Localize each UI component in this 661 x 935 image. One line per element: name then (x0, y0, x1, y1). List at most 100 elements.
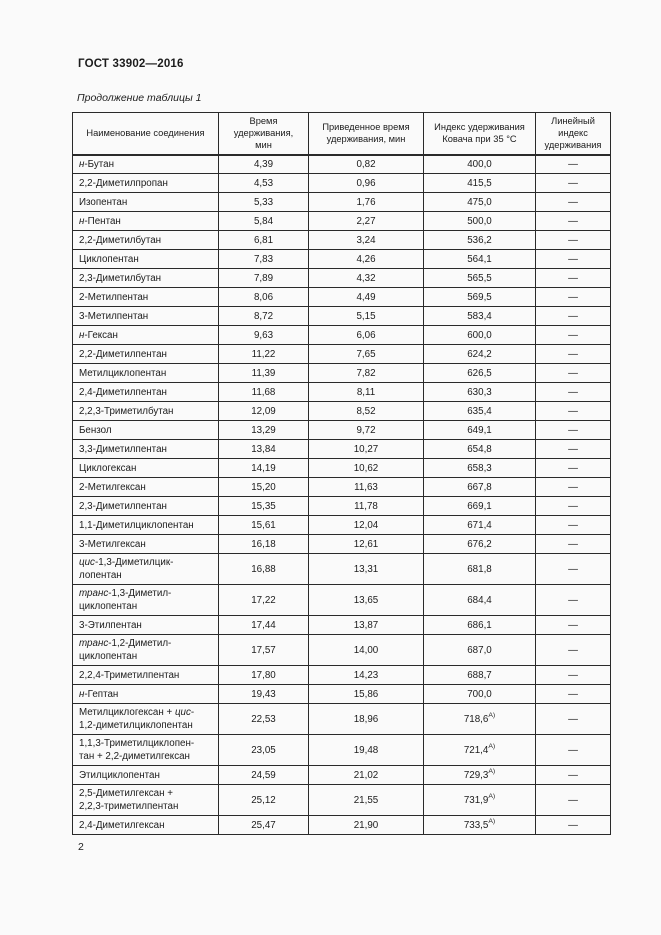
cell-retention-time: 12,09 (218, 401, 309, 421)
cell-kovats-index: 630,3 (423, 382, 536, 402)
cell-compound-name: Этилциклопентан (72, 765, 219, 785)
cell-kovats-index: 649,1 (423, 420, 536, 440)
table-row: 2,3-Диметилпентан 15,35 11,78 669,1— (72, 496, 611, 516)
cell-linear-index: — (535, 211, 611, 231)
cell-retention-time: 15,20 (218, 477, 309, 497)
footnote-marker: А) (488, 742, 496, 750)
cell-retention-time: 13,84 (218, 439, 309, 459)
cell-adjusted-retention-time: 18,96 (308, 703, 424, 735)
cell-linear-index: — (535, 306, 611, 326)
cell-compound-name: Метилциклопентан (72, 363, 219, 383)
cell-compound-name: 1,1,3-Триметилциклопен-тан + 2,2-диметил… (72, 734, 219, 766)
cell-retention-time: 25,47 (218, 815, 309, 835)
cell-retention-time: 15,35 (218, 496, 309, 516)
cell-linear-index: — (535, 477, 611, 497)
table-row: 2,5-Диметилгексан +2,2,3-триметилпентан 2… (72, 784, 611, 816)
cell-compound-name: Бензол (72, 420, 219, 440)
table-row: 3-Метилпентан 8,72 5,15 583,4— (72, 306, 611, 326)
cell-kovats-index: 684,4 (423, 584, 536, 616)
cell-kovats-index: 475,0 (423, 192, 536, 212)
retention-data-table: Наименование соединения Время удерживани… (72, 112, 611, 835)
cell-compound-name: 2-Метилгексан (72, 477, 219, 497)
cell-linear-index: — (535, 382, 611, 402)
cell-linear-index: — (535, 363, 611, 383)
header-linear-index: Линейный индекс удерживания (535, 112, 611, 156)
cell-kovats-index: 733,5А) (423, 815, 536, 835)
table-row: 2-Метилгексан 15,20 11,63 667,8— (72, 477, 611, 497)
cell-adjusted-retention-time: 13,65 (308, 584, 424, 616)
cell-compound-name: 2,4-Диметилгексан (72, 815, 219, 835)
cell-adjusted-retention-time: 10,27 (308, 439, 424, 459)
cell-linear-index: — (535, 665, 611, 685)
cell-adjusted-retention-time: 14,00 (308, 634, 424, 666)
cell-kovats-index: 624,2 (423, 344, 536, 364)
cell-linear-index: — (535, 268, 611, 288)
cell-retention-time: 4,53 (218, 173, 309, 193)
cell-linear-index: — (535, 458, 611, 478)
cell-kovats-index: 688,7 (423, 665, 536, 685)
cell-retention-time: 16,18 (218, 534, 309, 554)
table-header: Наименование соединения Время удерживани… (72, 112, 611, 156)
cell-compound-name: транс-1,2-Диметил-циклопентан (72, 634, 219, 666)
cell-linear-index: — (535, 287, 611, 307)
cell-linear-index: — (535, 496, 611, 516)
cell-retention-time: 5,84 (218, 211, 309, 231)
cell-linear-index: — (535, 684, 611, 704)
cell-adjusted-retention-time: 21,90 (308, 815, 424, 835)
cell-linear-index: — (535, 173, 611, 193)
cell-linear-index: — (535, 401, 611, 421)
table-row: Изопентан 5,33 1,76 475,0— (72, 192, 611, 212)
cell-compound-name: 2,2-Диметилбутан (72, 230, 219, 250)
cell-adjusted-retention-time: 9,72 (308, 420, 424, 440)
cell-compound-name: 2,4-Диметилпентан (72, 382, 219, 402)
cell-adjusted-retention-time: 8,52 (308, 401, 424, 421)
cell-retention-time: 17,22 (218, 584, 309, 616)
table-row: 3,3-Диметилпентан 13,84 10,27 654,8— (72, 439, 611, 459)
cell-kovats-index: 667,8 (423, 477, 536, 497)
table-row: Метилциклопентан 11,39 7,82 626,5— (72, 363, 611, 383)
footnote-marker: А) (488, 711, 496, 719)
cell-compound-name: Изопентан (72, 192, 219, 212)
cell-adjusted-retention-time: 15,86 (308, 684, 424, 704)
cell-adjusted-retention-time: 0,82 (308, 154, 424, 174)
cell-linear-index: — (535, 553, 611, 585)
cell-compound-name: н-Бутан (72, 154, 219, 174)
document-title: ГОСТ 33902—2016 (78, 58, 184, 70)
cell-adjusted-retention-time: 3,24 (308, 230, 424, 250)
table-row: н-Гептан 19,43 15,86 700,0— (72, 684, 611, 704)
cell-retention-time: 9,63 (218, 325, 309, 345)
cell-compound-name: Циклопентан (72, 249, 219, 269)
cell-linear-index: — (535, 534, 611, 554)
table-row: н-Бутан 4,39 0,82 400,0— (72, 154, 611, 174)
cell-adjusted-retention-time: 2,27 (308, 211, 424, 231)
cell-kovats-index: 565,5 (423, 268, 536, 288)
table-caption: Продолжение таблицы 1 (77, 92, 202, 104)
cell-linear-index: — (535, 765, 611, 785)
cell-adjusted-retention-time: 12,61 (308, 534, 424, 554)
cell-linear-index: — (535, 615, 611, 635)
cell-kovats-index: 731,9А) (423, 784, 536, 816)
table-row: Бензол 13,29 9,72 649,1— (72, 420, 611, 440)
table-row: 2,2,3-Триметилбутан 12,09 8,52 635,4— (72, 401, 611, 421)
cell-adjusted-retention-time: 4,26 (308, 249, 424, 269)
cell-retention-time: 15,61 (218, 515, 309, 535)
cell-adjusted-retention-time: 10,62 (308, 458, 424, 478)
cell-compound-name: 2,2-Диметилпропан (72, 173, 219, 193)
cell-compound-name: 2,3-Диметилбутан (72, 268, 219, 288)
table-header-row: Наименование соединения Время удерживани… (72, 112, 611, 156)
cell-compound-name: 3-Этилпентан (72, 615, 219, 635)
cell-kovats-index: 700,0 (423, 684, 536, 704)
cell-linear-index: — (535, 420, 611, 440)
cell-retention-time: 16,88 (218, 553, 309, 585)
cell-retention-time: 24,59 (218, 765, 309, 785)
header-compound-name: Наименование соединения (72, 112, 219, 156)
cell-adjusted-retention-time: 0,96 (308, 173, 424, 193)
cell-retention-time: 14,19 (218, 458, 309, 478)
cell-kovats-index: 635,4 (423, 401, 536, 421)
cell-linear-index: — (535, 344, 611, 364)
cell-adjusted-retention-time: 4,32 (308, 268, 424, 288)
table-row: Метилциклогексан + цис- 1,2-диметилциклоп… (72, 703, 611, 735)
cell-linear-index: — (535, 192, 611, 212)
cell-adjusted-retention-time: 7,82 (308, 363, 424, 383)
